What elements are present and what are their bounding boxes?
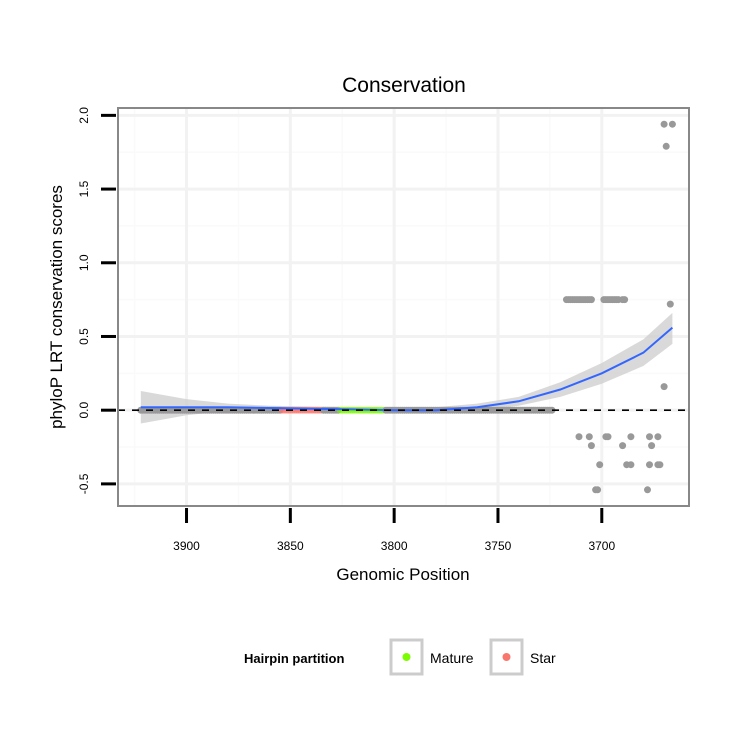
- data-point: [627, 461, 635, 469]
- data-point: [587, 442, 595, 450]
- y-axis-label: phyloP LRT conservation scores: [47, 185, 66, 429]
- data-point: [660, 120, 668, 128]
- y-tick-label: 2.0: [77, 107, 91, 124]
- y-tick-label: 0.5: [77, 328, 91, 345]
- x-tick-label: 3800: [381, 539, 408, 553]
- x-tick-label: 3750: [485, 539, 512, 553]
- legend: Hairpin partition Mature Star: [244, 638, 556, 676]
- data-point: [646, 433, 653, 441]
- data-point: [648, 442, 656, 450]
- x-tick-label: 3900: [173, 539, 200, 553]
- x-tick-label: 3850: [277, 539, 304, 553]
- data-point: [646, 461, 653, 469]
- scatter-points: [563, 120, 676, 494]
- data-point: [660, 383, 668, 391]
- x-axis-label: Genomic Position: [336, 565, 469, 584]
- data-point: [619, 442, 627, 450]
- legend-label-star: Star: [530, 650, 556, 666]
- legend-label-mature: Mature: [430, 650, 474, 666]
- legend-title: Hairpin partition: [244, 651, 344, 666]
- axis-ticks: 3900 3850 3800 3750 3700 -0.5 0.0 0.5 1.0 1.5 2.0: [77, 107, 615, 553]
- data-point: [596, 461, 604, 469]
- panel-border: [117, 107, 690, 507]
- x-tick-label: 3700: [588, 539, 615, 553]
- y-tick-label: 1.5: [77, 180, 91, 197]
- data-point: [587, 296, 595, 304]
- y-tick-label: -0.5: [77, 473, 91, 494]
- data-point: [594, 486, 602, 494]
- data-point: [656, 461, 664, 469]
- data-point: [644, 486, 651, 494]
- y-tick-label: 0.0: [77, 402, 91, 419]
- data-point: [604, 433, 612, 441]
- legend-key-mature: [402, 653, 411, 661]
- data-point: [627, 433, 635, 441]
- data-point: [585, 433, 593, 441]
- legend-key-star: [502, 653, 511, 661]
- grid: [118, 108, 689, 506]
- data-point: [654, 433, 662, 441]
- y-tick-label: 1.0: [77, 254, 91, 271]
- data-point: [621, 296, 629, 304]
- chart-title: Conservation: [342, 74, 466, 97]
- data-point: [575, 433, 583, 441]
- data-point: [666, 300, 674, 308]
- data-point: [668, 120, 676, 128]
- data-point: [662, 142, 670, 150]
